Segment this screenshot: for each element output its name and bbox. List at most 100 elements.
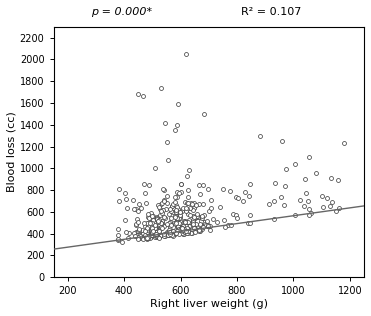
Point <box>147 235 152 240</box>
Point <box>266 202 272 207</box>
Point <box>149 217 155 222</box>
Point <box>174 122 180 127</box>
Point <box>122 190 128 195</box>
Point <box>143 236 149 241</box>
Point <box>155 224 161 229</box>
Point <box>190 217 196 222</box>
Point <box>200 222 206 228</box>
Point <box>191 225 197 230</box>
Point <box>115 237 121 242</box>
Point <box>150 218 156 223</box>
Point <box>341 140 347 145</box>
Point <box>148 216 154 221</box>
Point <box>158 220 164 225</box>
Point <box>154 227 160 232</box>
Point <box>234 196 240 201</box>
Point <box>174 189 180 194</box>
Point <box>175 230 181 235</box>
Point <box>167 212 173 217</box>
Point <box>174 213 180 218</box>
Point <box>182 219 188 224</box>
Point <box>177 226 183 231</box>
Point <box>156 222 162 227</box>
Point <box>145 235 151 240</box>
Point <box>157 221 162 226</box>
Point <box>180 223 186 228</box>
Point <box>156 221 162 226</box>
Point <box>158 232 164 237</box>
Point <box>197 191 203 196</box>
Point <box>156 235 162 240</box>
Point <box>189 230 195 235</box>
Point <box>270 198 276 204</box>
Point <box>145 215 151 220</box>
Point <box>164 221 170 226</box>
Point <box>207 224 213 229</box>
Point <box>153 233 159 238</box>
Point <box>144 225 150 230</box>
Point <box>167 223 173 228</box>
Point <box>146 232 152 237</box>
Point <box>178 182 184 187</box>
Point <box>132 234 138 239</box>
Point <box>116 199 122 204</box>
Point <box>174 195 180 200</box>
Point <box>119 240 125 245</box>
Point <box>180 231 186 236</box>
Point <box>173 220 178 225</box>
Point <box>202 221 208 226</box>
Point <box>167 219 173 224</box>
Point <box>292 161 298 166</box>
Point <box>170 210 176 215</box>
Point <box>199 226 205 231</box>
Point <box>169 203 175 208</box>
Point <box>186 217 192 222</box>
Point <box>165 157 171 162</box>
Point <box>257 133 263 138</box>
Point <box>138 206 144 211</box>
Point <box>301 204 307 209</box>
Point <box>178 189 184 194</box>
Point <box>160 208 165 213</box>
Point <box>140 94 146 99</box>
Point <box>168 223 174 228</box>
Point <box>198 218 204 223</box>
Point <box>177 214 183 219</box>
Point <box>172 194 178 199</box>
Point <box>184 207 190 212</box>
Point <box>167 231 173 236</box>
Point <box>142 190 148 195</box>
Point <box>193 221 199 226</box>
Point <box>145 224 151 229</box>
Point <box>180 225 186 230</box>
Point <box>165 233 171 238</box>
Point <box>228 223 234 228</box>
Point <box>200 225 206 230</box>
Point <box>200 201 206 206</box>
Point <box>148 228 154 233</box>
Text: R² = 0.107: R² = 0.107 <box>241 7 301 17</box>
Point <box>161 198 167 203</box>
Point <box>305 198 311 204</box>
Point <box>171 226 177 231</box>
Point <box>152 166 158 171</box>
Point <box>199 216 205 221</box>
Point <box>140 236 146 241</box>
Point <box>329 200 335 205</box>
Point <box>158 209 164 214</box>
Point <box>172 214 178 219</box>
Point <box>234 215 240 220</box>
Point <box>156 217 162 222</box>
Point <box>247 212 253 217</box>
Point <box>158 85 164 90</box>
Point <box>164 200 170 205</box>
Point <box>303 191 309 196</box>
Point <box>214 219 220 224</box>
Point <box>184 225 190 230</box>
Point <box>207 209 213 214</box>
Point <box>195 223 201 228</box>
Point <box>133 232 139 237</box>
Point <box>167 220 173 225</box>
Point <box>157 206 163 211</box>
Point <box>183 206 188 211</box>
